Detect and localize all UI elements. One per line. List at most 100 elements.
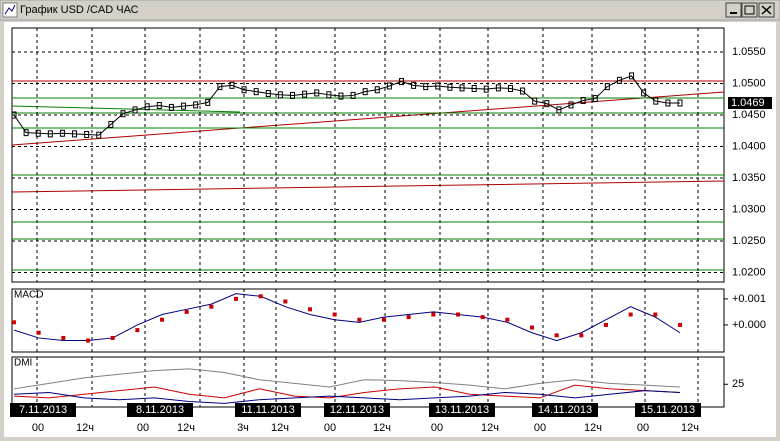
time-label: 00 [534,422,546,434]
time-label: 00 [431,422,443,434]
price-bar [217,83,223,91]
price-bar [592,95,598,103]
level-line [11,105,241,113]
series-line [13,384,681,399]
price-bar [580,96,586,104]
price-bar [520,87,526,95]
signal-dot [12,320,16,325]
maximize-glyph [744,5,755,15]
trend-line [11,180,725,193]
series-line [13,293,681,342]
price-bar [374,86,380,94]
price-bar [205,98,211,106]
window-icon-glyph [4,4,16,15]
current-price-label: 1.0469 [731,97,765,109]
signal-dot [554,333,559,338]
signal-dot [184,309,189,314]
date-label: 15.11.2013 [641,404,695,416]
signal-dot [234,296,238,301]
time-label: 12ч [584,422,602,434]
signal-dot [406,315,411,320]
window-icon [2,2,18,18]
price-bar [362,88,368,96]
trend-lines [11,80,725,271]
price-bar [616,76,622,84]
price-bar [471,85,477,93]
y-tick-label: 25 [732,378,744,390]
price-bar [290,91,296,99]
price-bar [326,91,332,99]
date-label: 14.11.2013 [538,404,592,416]
price-panel [11,27,725,283]
y-tick-label: 1.0450 [732,109,766,121]
price-bar [96,131,102,139]
y-tick-label: 1.0300 [732,203,766,215]
price-bar [629,72,635,80]
price-bar [277,91,283,99]
price-bar [459,84,465,92]
price-bar [447,83,453,91]
time-label: 12ч [76,422,94,434]
time-label: 12ч [681,422,699,434]
signal-dot [135,328,140,333]
price-bar [241,86,247,94]
title-bar [0,0,780,21]
signal-dot [604,322,608,327]
signal-dot [678,322,682,327]
price-bar [120,110,126,118]
indicator-title: DMI [14,358,32,369]
minimize-button[interactable] [725,2,742,18]
signal-dot [579,333,584,338]
window-title: График USD /CAD ЧАС [20,4,139,16]
price-bar [386,82,392,90]
price-bar [253,88,259,96]
price-bar [653,97,659,105]
date-box [127,403,193,417]
signal-dot [530,325,534,330]
time-label: 00 [137,422,149,434]
signal-dot [332,312,337,317]
price-bar [556,106,562,114]
price-bar [35,129,41,137]
y-tick-label: 1.0550 [732,46,766,58]
price-bar [507,85,513,93]
price-bar [59,129,65,137]
signal-dot [308,307,312,312]
signal-dot [110,335,115,340]
signal-dot [86,338,90,343]
price-bar [338,92,344,100]
time-label: 3ч [237,422,249,434]
price-bar [72,130,78,138]
price-bar [181,102,187,110]
maximize-button[interactable] [741,2,758,18]
date-label: 8.11.2013 [136,404,184,416]
signal-dot [505,317,510,322]
price-bar [47,130,53,138]
price-bar [641,89,647,97]
date-label: 13.11.2013 [435,404,489,416]
signal-dot [61,335,66,340]
signal-dot [382,317,386,322]
date-box [324,403,390,417]
signal-dot [209,304,214,309]
price-bar [229,81,235,89]
price-bar [265,90,271,98]
y-tick-label: 1.0350 [732,172,766,184]
price-bar [144,103,150,111]
price-bar [604,83,610,91]
price-bar [302,90,308,98]
y-tick-label: 1.0400 [732,140,766,152]
time-label: 00 [324,422,336,434]
signal-dot [258,294,263,299]
price-bar [156,102,162,110]
price-bar [411,81,417,89]
price-bar [423,83,429,91]
trend-line [11,91,725,146]
date-label: 12.11.2013 [330,404,384,416]
date-box [635,403,701,417]
date-box [532,403,598,417]
signal-dot [431,312,436,317]
price-bar [568,101,574,109]
price-bar [665,99,671,107]
close-glyph [761,5,772,15]
